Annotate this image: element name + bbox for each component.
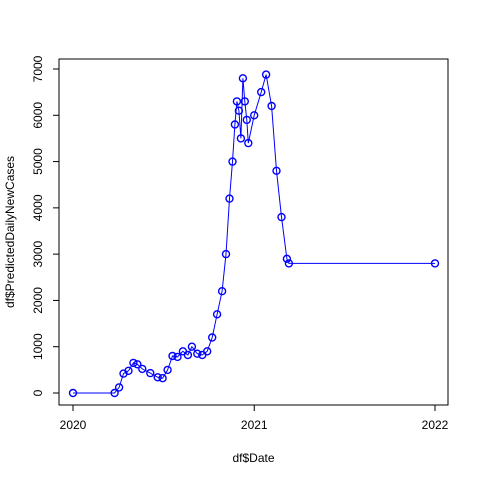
data-point <box>221 249 231 259</box>
data-point <box>430 259 440 268</box>
data-point <box>129 358 138 368</box>
y-tick-label: 7000 <box>31 55 45 82</box>
data-point <box>282 254 292 263</box>
data-point <box>242 115 252 125</box>
data-point <box>238 74 248 83</box>
data-point <box>153 373 162 382</box>
data-point <box>114 383 124 392</box>
y-tick-label: 6000 <box>31 102 45 129</box>
data-point <box>168 351 177 361</box>
data-point <box>183 350 193 360</box>
data-point <box>257 87 266 97</box>
data-point <box>217 287 227 296</box>
x-tick-label: 2020 <box>60 418 87 432</box>
y-tick-label: 5000 <box>31 148 45 175</box>
x-axis-label: df$Date <box>232 451 274 465</box>
data-point <box>232 97 242 106</box>
plot-frame <box>58 58 449 406</box>
data-point <box>236 134 246 143</box>
y-tick-label: 0 <box>31 389 45 396</box>
data-point <box>249 111 259 120</box>
data-point <box>244 138 253 148</box>
y-tick-label: 1000 <box>31 333 45 360</box>
data-point <box>68 388 78 398</box>
data-point <box>267 101 276 111</box>
data-point <box>261 70 271 79</box>
data-point <box>187 342 197 351</box>
data-point <box>133 360 142 369</box>
y-tick-label: 2000 <box>31 287 45 314</box>
data-point <box>202 347 212 356</box>
data-point <box>225 194 234 203</box>
data-point <box>124 366 133 375</box>
data-point <box>230 120 240 129</box>
data-point <box>228 157 237 166</box>
x-axis-ticks: 2020 2021 2022 <box>60 405 449 432</box>
y-tick-label: 4000 <box>31 194 45 221</box>
data-point <box>158 374 167 383</box>
data-point <box>110 388 119 398</box>
data-point <box>146 368 155 378</box>
data-point <box>240 97 250 106</box>
data-point <box>234 106 244 115</box>
data-point <box>277 212 286 222</box>
data-point <box>193 349 202 358</box>
y-tick-label: 3000 <box>31 240 45 267</box>
y-axis-label: df$PredictedDailyNewCases <box>3 156 17 308</box>
data-point <box>207 333 217 342</box>
data-point <box>272 166 281 176</box>
data-point <box>284 259 294 268</box>
data-point <box>138 364 147 374</box>
series-line <box>73 74 435 394</box>
x-tick-label: 2021 <box>241 418 268 432</box>
y-axis-ticks: 0 1000 2000 3000 4000 5000 6000 7000 <box>31 55 59 396</box>
data-point <box>212 310 222 319</box>
x-tick-label: 2022 <box>422 418 449 432</box>
data-point <box>173 352 182 362</box>
data-point <box>163 365 172 375</box>
data-points-layer <box>68 70 440 398</box>
